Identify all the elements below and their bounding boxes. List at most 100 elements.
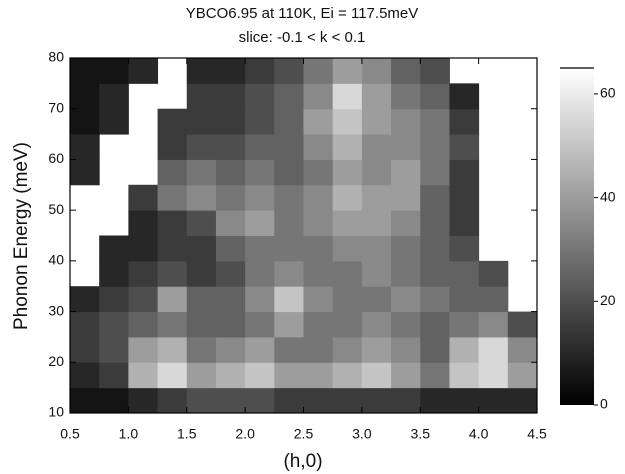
heat-cell xyxy=(420,134,450,160)
heat-cell xyxy=(420,235,450,262)
y-axis-label: Phonon Energy (meV) xyxy=(11,142,32,330)
heat-cell xyxy=(274,336,304,363)
heat-cell xyxy=(128,362,159,389)
heat-cell xyxy=(157,260,188,287)
heat-cell xyxy=(215,260,246,287)
heat-cell xyxy=(303,362,334,389)
heat-cell xyxy=(361,286,392,313)
heat-cell xyxy=(245,311,275,338)
heat-cell xyxy=(361,134,392,160)
heat-cell xyxy=(128,184,159,211)
heat-cell xyxy=(361,260,392,287)
heat-cell xyxy=(361,362,392,389)
heat-cell xyxy=(128,210,159,236)
heat-cell xyxy=(303,311,334,338)
heat-cell xyxy=(99,83,129,110)
heat-cell xyxy=(99,108,129,135)
heat-cell xyxy=(391,134,421,160)
colorbar-tick-label: 20 xyxy=(600,292,616,308)
y-tick-label: 30 xyxy=(48,302,64,318)
heat-cell xyxy=(274,108,304,135)
heat-cell xyxy=(361,184,392,211)
heat-cell xyxy=(420,210,450,236)
heat-cell xyxy=(303,184,334,211)
heat-cell xyxy=(391,210,421,236)
colorbar-tick-label: 60 xyxy=(600,85,616,101)
heat-cell xyxy=(215,108,246,135)
heat-cell xyxy=(99,260,129,287)
heat-cell xyxy=(245,235,275,262)
heat-cell xyxy=(449,336,480,363)
x-tick-label: 3.5 xyxy=(411,426,431,442)
heat-cell xyxy=(449,108,480,135)
heat-cell xyxy=(128,58,159,84)
heat-cell xyxy=(157,362,188,389)
y-tick-label: 70 xyxy=(48,99,64,115)
heat-cell xyxy=(303,83,334,110)
heat-cell xyxy=(332,387,363,414)
heat-cell xyxy=(186,83,217,110)
heat-cell xyxy=(274,311,304,338)
heat-cell xyxy=(215,184,246,211)
heat-cell xyxy=(391,260,421,287)
heat-cell xyxy=(361,210,392,236)
heat-cell xyxy=(215,210,246,236)
heat-cell xyxy=(478,286,509,313)
heat-cell xyxy=(332,134,363,160)
chart-subtitle: slice: -0.1 < k < 0.1 xyxy=(239,29,366,46)
y-tick-label: 60 xyxy=(48,150,64,166)
heat-cell xyxy=(420,286,450,313)
heat-cell xyxy=(99,58,129,84)
heat-cell xyxy=(186,286,217,313)
y-tick-label: 20 xyxy=(48,353,64,369)
heat-cell xyxy=(157,311,188,338)
heat-cell xyxy=(420,336,450,363)
heat-cell xyxy=(245,108,275,135)
heat-cell xyxy=(332,362,363,389)
heat-cell xyxy=(70,159,100,186)
heat-cell xyxy=(245,260,275,287)
heat-cell xyxy=(449,311,480,338)
heat-cell xyxy=(70,311,100,338)
heat-cell xyxy=(449,286,480,313)
heat-cell xyxy=(274,362,304,389)
heat-cell xyxy=(215,235,246,262)
heat-cell xyxy=(70,134,100,160)
heat-cell xyxy=(215,159,246,186)
heat-cell xyxy=(332,159,363,186)
heat-cell xyxy=(332,83,363,110)
heat-cell xyxy=(449,159,480,186)
x-tick-label: 4.0 xyxy=(469,426,489,442)
x-tick-label: 3.0 xyxy=(352,426,372,442)
heat-cell xyxy=(332,336,363,363)
heat-cell xyxy=(361,311,392,338)
heat-cell xyxy=(332,260,363,287)
heat-cell xyxy=(303,210,334,236)
heat-cell xyxy=(215,134,246,160)
heat-cell xyxy=(507,311,538,338)
heat-cell xyxy=(332,286,363,313)
heat-cell xyxy=(420,83,450,110)
heat-cell xyxy=(391,362,421,389)
heat-cell xyxy=(478,362,509,389)
heat-cell xyxy=(274,286,304,313)
heat-cell xyxy=(245,210,275,236)
heat-cell xyxy=(332,210,363,236)
heat-cell xyxy=(274,235,304,262)
heat-cell xyxy=(186,311,217,338)
heat-cell xyxy=(245,336,275,363)
heat-cell xyxy=(245,184,275,211)
heat-cell xyxy=(157,336,188,363)
heat-cell xyxy=(420,311,450,338)
y-tick-label: 40 xyxy=(48,252,64,268)
heat-cell xyxy=(303,387,334,414)
heat-cell xyxy=(478,336,509,363)
heat-cell xyxy=(215,311,246,338)
heat-cell xyxy=(70,286,100,313)
heat-cell xyxy=(128,235,159,262)
x-tick-label: 2.0 xyxy=(235,426,255,442)
heat-cell xyxy=(70,336,100,363)
heat-cell xyxy=(274,58,304,84)
heat-cell xyxy=(128,311,159,338)
heat-cell xyxy=(157,108,188,135)
